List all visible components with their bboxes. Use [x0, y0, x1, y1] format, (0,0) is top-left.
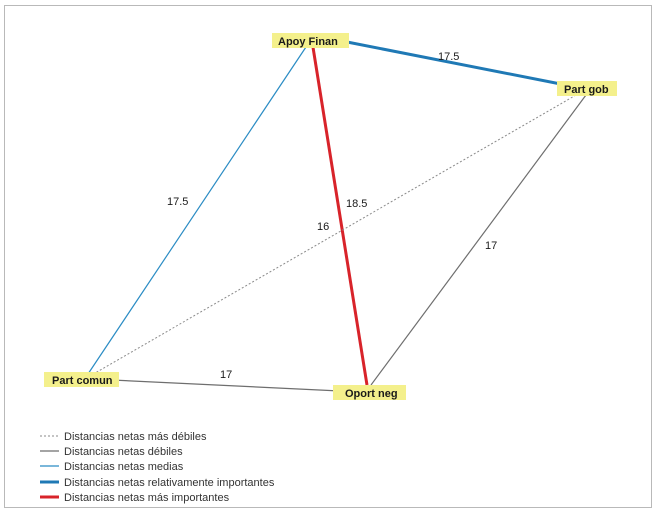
legend-item-medium: Distancias netas medias	[40, 461, 184, 473]
legend-label: Distancias netas medias	[64, 461, 184, 473]
edge-label-apoy-gob: 17.5	[438, 51, 459, 63]
node-label: Part comun	[52, 375, 113, 387]
legend-label: Distancias netas relativamente important…	[64, 477, 275, 489]
edge-label-apoy-oport: 18.5	[346, 198, 367, 210]
diagram-frame	[4, 5, 652, 508]
node-label: Part gob	[564, 84, 609, 96]
legend-label: Distancias netas más débiles	[64, 431, 207, 443]
edge-comun-oport	[111, 379, 341, 392]
edge-apoy-gob	[341, 39, 587, 91]
node-apoy-finan: Apoy Finan	[272, 33, 349, 48]
edge-gob-oport	[370, 94, 587, 386]
legend-item-weak: Distancias netas débiles	[40, 446, 183, 458]
legend-label: Distancias netas débiles	[64, 446, 183, 458]
node-label: Apoy Finan	[278, 36, 338, 48]
legend-item-weakest: Distancias netas más débiles	[40, 431, 207, 443]
node-part-gob: Part gob	[557, 81, 617, 96]
edge-apoy-oport	[310, 40, 369, 386]
edge-label-gob-comun: 16	[317, 221, 329, 233]
edge-label-comun-oport: 17	[220, 369, 232, 381]
node-label: Oport neg	[345, 388, 398, 400]
edge-apoy-comun	[87, 40, 311, 375]
node-part-comun: Part comun	[44, 372, 119, 387]
legend: Distancias netas más débiles Distancias …	[40, 431, 275, 504]
legend-label: Distancias netas más importantes	[64, 492, 230, 504]
node-oport-neg: Oport neg	[333, 385, 406, 400]
edge-gob-comun	[89, 94, 577, 377]
legend-item-most-important: Distancias netas más importantes	[40, 492, 230, 504]
edge-label-gob-oport: 17	[485, 240, 497, 252]
edge-label-apoy-comun: 17.5	[167, 196, 188, 208]
legend-item-relatively-important: Distancias netas relativamente important…	[40, 477, 275, 489]
